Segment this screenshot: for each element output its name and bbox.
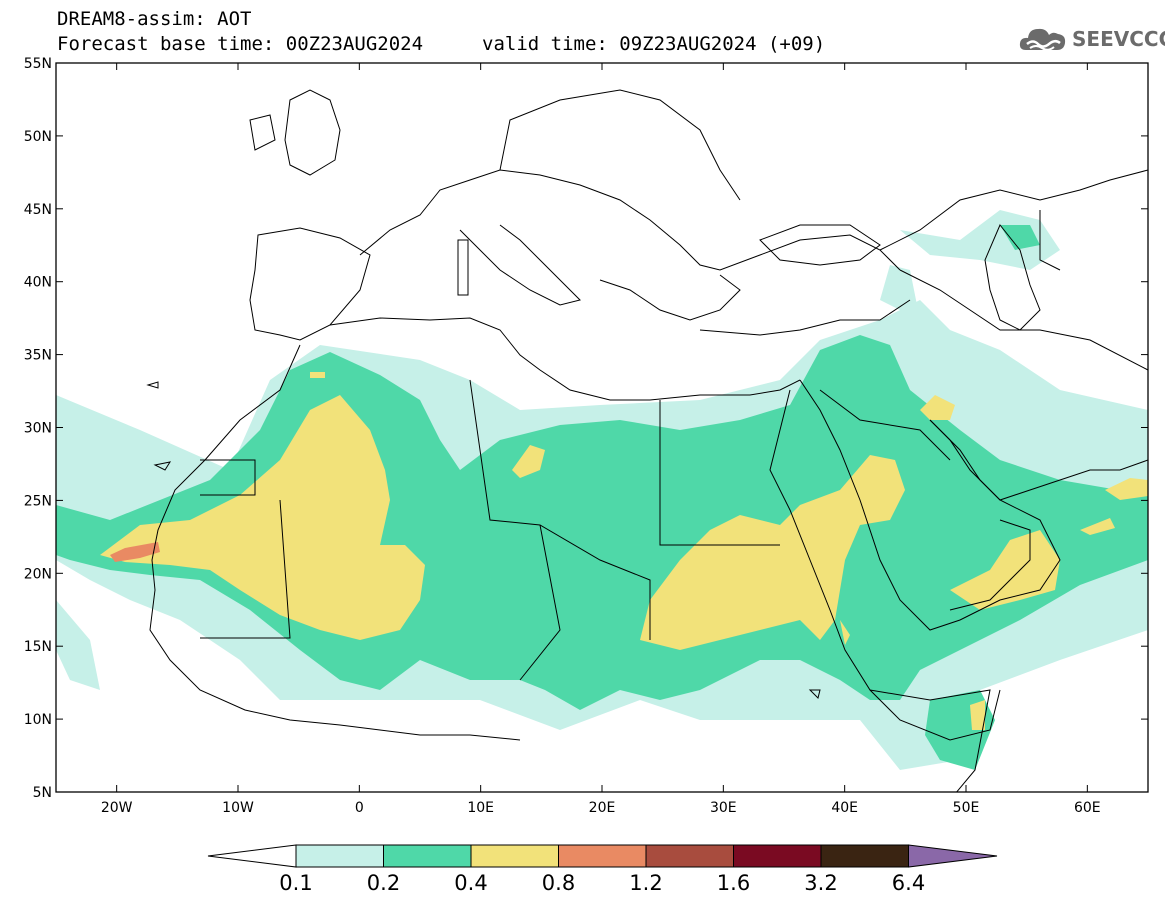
colorbar-low-triangle [207, 844, 297, 868]
lon-label: 50E [953, 800, 980, 816]
colorbar-segment [733, 844, 822, 868]
lon-label: 20E [589, 800, 616, 816]
lat-label: 5N [33, 785, 52, 801]
lat-label: 30N [24, 421, 52, 437]
colorbar-label: 0.8 [542, 871, 575, 895]
colorbar-segment [383, 844, 472, 868]
lat-label: 35N [24, 348, 52, 364]
lat-label: 40N [24, 275, 52, 291]
colorbar-segment [645, 844, 734, 868]
logo-text: SEEVCCC [1072, 27, 1165, 51]
cloud-icon [1019, 28, 1066, 51]
colorbar-label: 6.4 [892, 871, 925, 895]
seevccc-logo: SEEVCCC [1018, 22, 1165, 56]
forecast-base-time: Forecast base time: 00Z23AUG2024 [57, 33, 424, 55]
lat-label: 25N [24, 493, 52, 509]
longitude-axis: 20W 10W 0 10E 20E 30E 40E 50E 60E [101, 63, 1101, 816]
lat-label: 20N [24, 566, 52, 582]
colorbar-label: 3.2 [804, 871, 837, 895]
aot-field [56, 210, 1148, 770]
lat-label: 55N [24, 56, 52, 72]
lon-label: 60E [1074, 800, 1101, 816]
lon-label: 40E [831, 800, 858, 816]
lat-label: 50N [24, 129, 52, 145]
lon-label: 20W [101, 800, 133, 816]
aot-band-0.8-1.2 [110, 542, 160, 562]
aot-band-0.4-0.8 [100, 372, 1148, 730]
lon-label: 0 [355, 800, 364, 816]
colorbar-segment [295, 844, 384, 868]
lat-label: 45N [24, 202, 52, 218]
coastlines [146, 89, 1148, 792]
lon-label: 10E [467, 800, 494, 816]
colorbar: 0.1 0.2 0.4 0.8 1.2 1.6 3.2 6.4 [207, 844, 998, 895]
colorbar-segment [470, 844, 559, 868]
lon-label: 30E [710, 800, 737, 816]
colorbar-high-triangle [908, 844, 998, 868]
valid-time: valid time: 09Z23AUG2024 (+09) [482, 33, 826, 55]
lat-label: 15N [24, 639, 52, 655]
colorbar-label: 0.1 [279, 871, 312, 895]
lon-label: 10W [222, 800, 254, 816]
map-title: DREAM8-assim: AOT [57, 8, 252, 30]
colorbar-segment [558, 844, 647, 868]
colorbar-label: 0.2 [367, 871, 400, 895]
latitude-axis: 55N 50N 45N 40N 35N 30N 25N 20N 15N 10N 5N [24, 56, 1148, 801]
lat-label: 10N [24, 712, 52, 728]
colorbar-label: 1.6 [717, 871, 750, 895]
colorbar-label: 1.2 [629, 871, 662, 895]
colorbar-segment [820, 844, 909, 868]
colorbar-label: 0.4 [454, 871, 487, 895]
